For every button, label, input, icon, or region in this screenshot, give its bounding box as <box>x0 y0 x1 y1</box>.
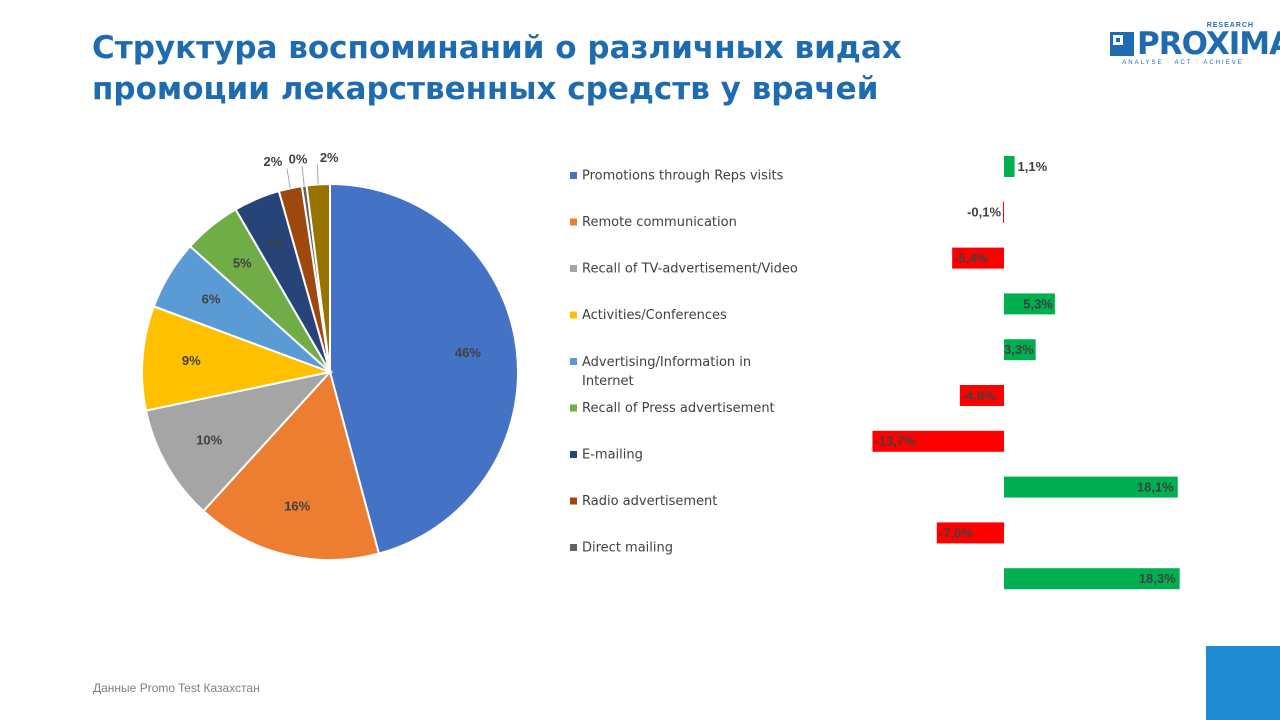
pie-data-label-7: 2% <box>264 154 283 169</box>
legend-label-0: Promotions through Reps visits <box>582 169 784 184</box>
legend-swatch-7 <box>570 497 577 505</box>
change-bar-9 <box>1004 568 1180 590</box>
pie-slice-2 <box>144 370 333 513</box>
pie-data-label-5: 5% <box>233 255 252 270</box>
pie-data-label-6: 4% <box>266 235 285 250</box>
pie-leader-line-7 <box>286 168 291 189</box>
legend-label-3: Activities/Conferences <box>582 308 727 323</box>
change-bar-7 <box>1004 476 1178 498</box>
pie-slice-9 <box>305 182 331 373</box>
pie-slice-0 <box>329 182 519 555</box>
change-bar-6 <box>872 430 1004 452</box>
logo-research-text: RESEARCH <box>1206 22 1254 29</box>
logo-tagline: ANALYSE · ACT · ACHIEVE <box>1122 60 1244 66</box>
change-bar-4 <box>1004 339 1036 361</box>
pie-data-label-2: 10% <box>196 432 222 447</box>
change-bar-label-7: 18,1% <box>1137 480 1174 495</box>
title-line-1: Структура воспоминаний о различных видах <box>92 30 902 66</box>
legend-label-4: Advertising/Information in Internet <box>582 355 751 389</box>
change-bar-1 <box>1003 201 1005 223</box>
change-bar-8 <box>936 522 1004 544</box>
pie-data-label-9: 2% <box>320 150 339 165</box>
change-bar-label-1: -0,1% <box>967 205 1001 220</box>
pie-leader-line-8 <box>301 165 305 186</box>
proxima-logo: RESEARCH PROXIMA ANALYSE · ACT · ACHIEVE <box>1108 22 1280 70</box>
legend-swatch-4 <box>570 358 577 365</box>
legend-swatch-5 <box>570 404 577 412</box>
logo-wordmark: PROXIMA <box>1137 26 1280 62</box>
legend-swatch-2 <box>570 265 577 272</box>
change-bar-label-5: -4,6% <box>962 388 996 403</box>
page-title: Структура воспоминаний о различных видах… <box>92 28 952 110</box>
change-bar-label-8: -7,0% <box>939 525 973 540</box>
pie-leader-line-9 <box>316 164 319 185</box>
pie-data-label-0: 46% <box>455 345 481 360</box>
pie-chart: 46% 16% 10% 9% 6% 5% 4% 2% 0% 2% <box>141 150 519 561</box>
legend-label-5: Recall of Press advertisement <box>582 401 775 416</box>
legend-label-8: Direct mailing <box>582 541 673 556</box>
pie-data-label-1: 16% <box>284 499 310 514</box>
change-bar-label-6: -13,7% <box>874 434 916 449</box>
pie-data-label-4: 6% <box>202 291 221 306</box>
change-bar-label-9: 18,3% <box>1139 571 1176 586</box>
change-bar-2 <box>952 247 1004 269</box>
legend-label-7: Radio advertisement <box>582 494 717 509</box>
pie-slice-3 <box>141 305 334 412</box>
legend-label-2: Recall of TV-advertisement/Video <box>582 262 798 277</box>
source-note: Данные Promo Test Казахстан <box>93 681 260 695</box>
logo-mark-icon <box>1110 32 1134 56</box>
title-line-2: промоции лекарственных средств у врачей <box>92 71 879 107</box>
pie-slice-1 <box>202 369 381 561</box>
legend-swatch-8 <box>570 544 577 551</box>
change-bar-label-4: 3,3% <box>1004 342 1034 357</box>
legend-swatch-3 <box>570 311 577 319</box>
legend-label-1: Remote communication <box>582 215 737 230</box>
change-bar-label-2: -5,4% <box>954 251 988 266</box>
corner-accent <box>1206 646 1280 720</box>
change-bar-chart: 1,1% -0,1% -5,4% 5,3% 3,3% -4,6% -13,7% 18,1% -7… <box>872 156 1180 590</box>
change-bar-0 <box>1004 156 1015 177</box>
legend-swatch-1 <box>570 218 577 226</box>
legend-swatch-0 <box>570 172 577 179</box>
legend-swatch-6 <box>570 451 577 458</box>
pie-data-label-8: 0% <box>289 151 308 166</box>
change-bar-label-0: 1,1% <box>1018 159 1048 174</box>
change-bar-5 <box>959 385 1004 406</box>
pie-data-label-3: 9% <box>182 353 201 368</box>
pie-legend: Promotions through Reps visits Remote com… <box>570 169 798 556</box>
change-bar-3 <box>1004 293 1055 315</box>
change-bar-label-3: 5,3% <box>1023 296 1053 311</box>
legend-label-6: E-mailing <box>582 448 643 463</box>
